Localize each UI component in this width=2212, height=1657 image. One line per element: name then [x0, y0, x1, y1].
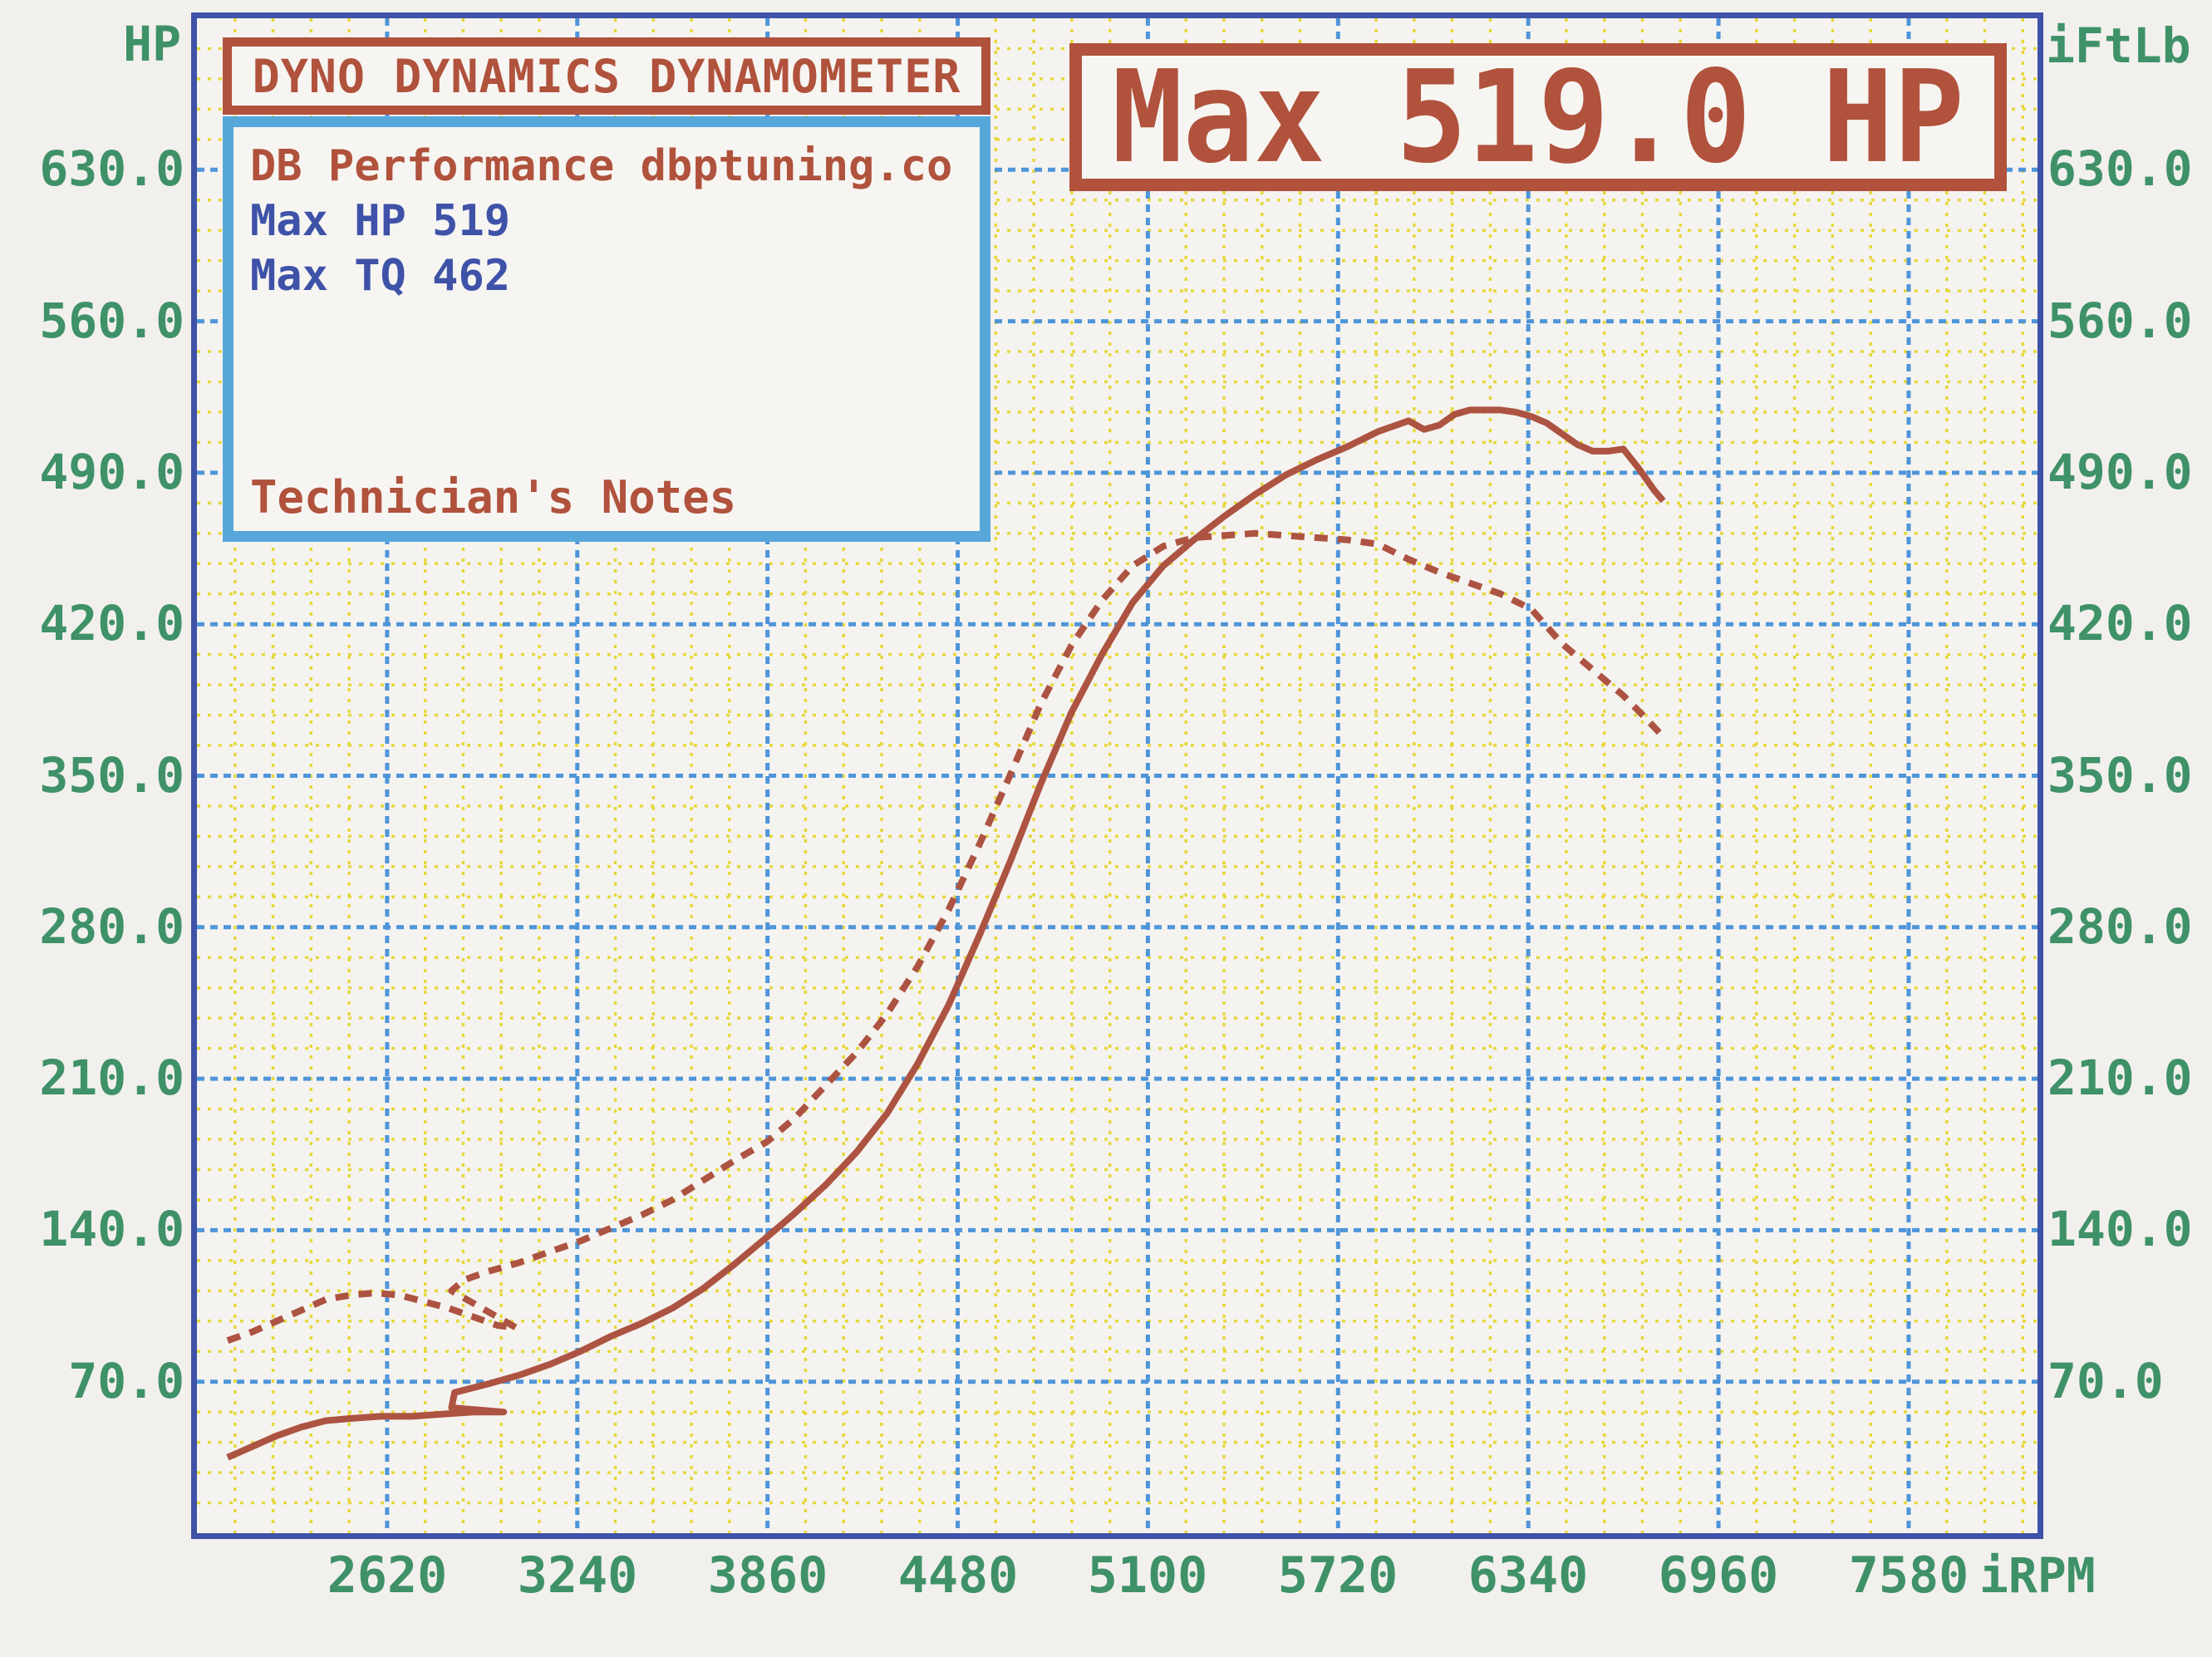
max-hp-banner: Max 519.0 HP: [1069, 43, 2007, 191]
curve-tq: [226, 529, 1666, 1344]
right-axis-title: iFtLb: [2046, 17, 2191, 74]
x-axis-unit-label: iRPM: [1979, 1547, 2096, 1604]
y-tick-label-right: 210.0: [2047, 1050, 2193, 1106]
left-axis-title: HP: [123, 16, 181, 72]
y-tick-label-right: 560.0: [2047, 293, 2193, 349]
run-info-box: DB Performance dbptuning.co Max HP 519 M…: [223, 116, 990, 542]
max-hp-text: Max HP 519: [250, 196, 511, 246]
max-tq-text: Max TQ 462: [250, 251, 511, 301]
max-hp-banner-text: Max 519.0 HP: [1112, 42, 1964, 192]
y-tick-label-left: 630.0: [39, 140, 184, 197]
x-tick-label: 5720: [1277, 1546, 1398, 1605]
y-tick-label-right: 70.0: [2047, 1353, 2164, 1409]
dyno-title-box: DYNO DYNAMICS DYNAMOMETER: [223, 37, 990, 115]
y-tick-label-left: 280.0: [39, 898, 184, 955]
dyno-title-text: DYNO DYNAMICS DYNAMOMETER: [252, 49, 961, 103]
y-tick-label-right: 420.0: [2047, 595, 2193, 651]
x-tick-label: 3860: [707, 1546, 828, 1605]
y-tick-label-left: 140.0: [39, 1201, 184, 1257]
curve-hp: [226, 406, 1666, 1461]
x-tick-label: 5100: [1087, 1546, 1208, 1605]
y-tick-label-right: 490.0: [2047, 444, 2193, 500]
y-tick-label-right: 630.0: [2047, 140, 2193, 197]
x-tick-label: 4480: [897, 1546, 1019, 1605]
shop-name-text: DB Performance dbptuning.co: [250, 141, 953, 191]
y-tick-label-left: 490.0: [39, 444, 184, 500]
x-tick-label: 2620: [327, 1546, 448, 1605]
y-tick-label-left: 210.0: [39, 1050, 184, 1106]
x-tick-label: 7580: [1848, 1546, 1969, 1605]
x-tick-label: 6340: [1467, 1546, 1589, 1605]
y-tick-label-right: 140.0: [2047, 1201, 2193, 1257]
y-tick-label-right: 350.0: [2047, 747, 2193, 804]
y-tick-label-right: 280.0: [2047, 898, 2193, 955]
y-tick-label-left: 70.0: [68, 1353, 184, 1409]
y-tick-label-left: 560.0: [39, 293, 184, 349]
y-tick-label-left: 350.0: [39, 747, 184, 804]
y-tick-label-left: 420.0: [39, 595, 184, 651]
technicians-notes-label: Technician's Notes: [250, 471, 737, 524]
x-tick-label: 6960: [1658, 1546, 1779, 1605]
x-tick-label: 3240: [517, 1546, 638, 1605]
